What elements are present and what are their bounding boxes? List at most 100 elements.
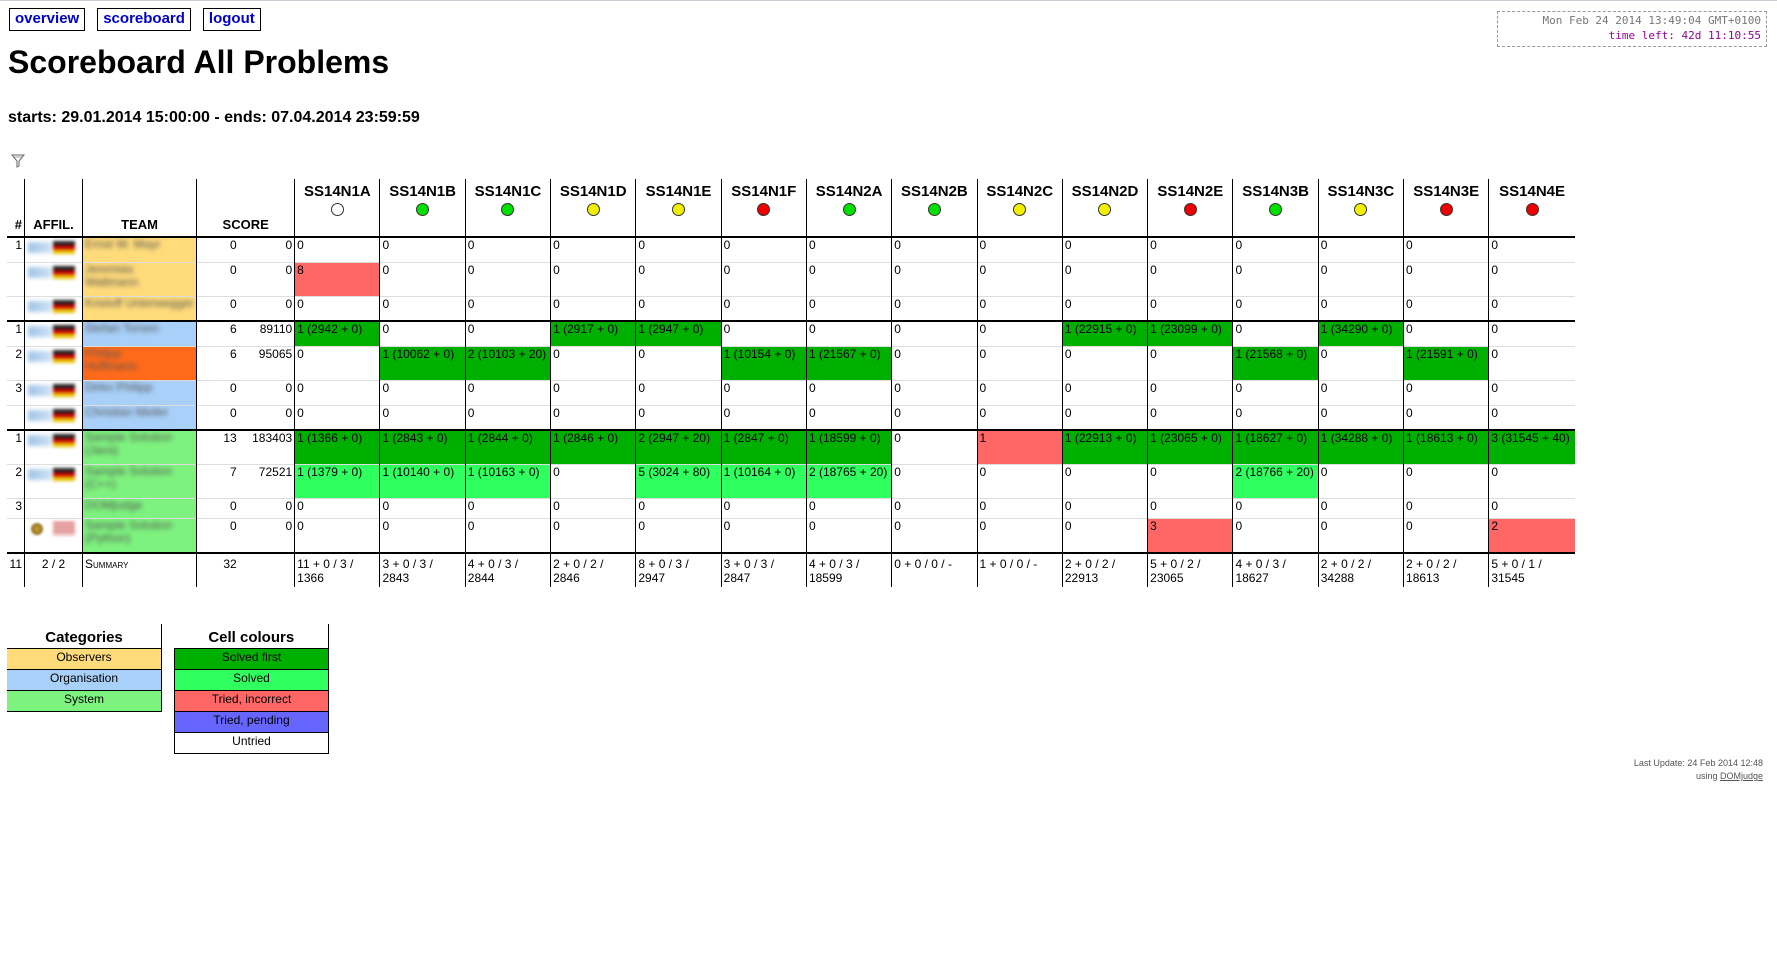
team-row[interactable]: Jeremias Waltmann 0 0 8 0 0 0 0 0 0 0 0 0 0 0 0 0 0 [7,262,1575,296]
problem-header[interactable]: SS14N4E [1488,179,1575,237]
problem-score-cell[interactable]: 0 [294,346,380,380]
problem-score-cell[interactable]: 0 [805,262,892,296]
problem-score-cell[interactable]: 1 (2843 + 0) [379,430,466,464]
problem-score-cell[interactable]: 1 (2847 + 0) [720,430,807,464]
problem-score-cell[interactable]: 0 [1317,518,1404,553]
problem-score-cell[interactable]: 0 [1061,405,1148,430]
team-name-cell[interactable]: Jeremias Waltmann [82,262,198,296]
problem-score-cell[interactable]: 1 (21568 + 0) [1232,346,1319,380]
problem-score-cell[interactable]: 0 [1488,262,1575,296]
problem-score-cell[interactable]: 1 (2917 + 0) [550,321,636,346]
problem-score-cell[interactable]: 0 [1403,498,1489,518]
problem-score-cell[interactable]: 1 (2844 + 0) [464,430,551,464]
filter-icon[interactable] [11,154,25,168]
problem-header[interactable]: SS14N1F [720,179,807,237]
team-name-cell[interactable]: Sample Solution (C++) [82,464,198,498]
problem-score-cell[interactable]: 0 [1317,296,1404,321]
problem-score-cell[interactable]: 0 [976,346,1063,380]
problem-score-cell[interactable]: 0 [976,518,1063,553]
team-name-cell[interactable]: DOMjudge [82,498,198,518]
team-row[interactable]: Kristoff Unterwegger 0 0 0 0 0 0 0 0 0 0 0 0 0 0 0 0 0 [7,296,1575,321]
problem-score-cell[interactable]: 1 (10140 + 0) [379,464,466,498]
problem-score-cell[interactable]: 0 [464,262,551,296]
problem-score-cell[interactable]: 0 [720,498,807,518]
problem-score-cell[interactable]: 0 [1488,346,1575,380]
problem-score-cell[interactable]: 0 [1147,498,1233,518]
problem-score-cell[interactable]: 0 [464,296,551,321]
problem-score-cell[interactable]: 0 [891,262,978,296]
problem-score-cell[interactable]: 0 [720,518,807,553]
problem-score-cell[interactable]: 0 [891,380,978,405]
problem-score-cell[interactable]: 0 [1488,321,1575,346]
team-name-cell[interactable]: Sample Solution (Python) [82,518,198,553]
problem-score-cell[interactable]: 0 [976,464,1063,498]
problem-score-cell[interactable]: 0 [294,518,380,553]
problem-score-cell[interactable]: 0 [550,237,636,262]
domjudge-link[interactable]: DOMjudge [1719,771,1763,781]
problem-score-cell[interactable]: 0 [635,346,722,380]
problem-score-cell[interactable]: 0 [976,262,1063,296]
problem-score-cell[interactable]: 0 [294,296,380,321]
problem-score-cell[interactable]: 0 [379,321,466,346]
problem-score-cell[interactable]: 2 [1488,518,1575,553]
problem-score-cell[interactable]: 1 (18627 + 0) [1232,430,1319,464]
problem-score-cell[interactable]: 1 (21567 + 0) [805,346,892,380]
problem-header[interactable]: SS14N2D [1061,179,1148,237]
problem-score-cell[interactable]: 0 [891,518,978,553]
team-row[interactable]: 2 Sample Solution (C++) 7 72521 1 (1379 + 0) 1… [7,464,1575,498]
problem-score-cell[interactable]: 0 [464,498,551,518]
problem-score-cell[interactable]: 0 [1147,464,1233,498]
problem-score-cell[interactable]: 0 [464,321,551,346]
problem-score-cell[interactable]: 0 [635,380,722,405]
problem-score-cell[interactable]: 0 [805,518,892,553]
problem-score-cell[interactable]: 1 (2942 + 0) [294,321,380,346]
problem-header[interactable]: SS14N2C [976,179,1063,237]
problem-score-cell[interactable]: 0 [635,262,722,296]
problem-score-cell[interactable]: 0 [379,405,466,430]
problem-score-cell[interactable]: 0 [891,464,978,498]
problem-score-cell[interactable]: 0 [1403,380,1489,405]
problem-score-cell[interactable]: 1 (23099 + 0) [1147,321,1233,346]
problem-score-cell[interactable]: 0 [1232,498,1319,518]
problem-score-cell[interactable]: 0 [976,321,1063,346]
problem-score-cell[interactable]: 0 [550,346,636,380]
problem-score-cell[interactable]: 1 (10163 + 0) [464,464,551,498]
problem-score-cell[interactable]: 1 (22913 + 0) [1061,430,1148,464]
problem-score-cell[interactable]: 0 [1403,296,1489,321]
problem-score-cell[interactable]: 0 [1061,464,1148,498]
problem-score-cell[interactable]: 0 [720,321,807,346]
problem-score-cell[interactable]: 0 [720,262,807,296]
problem-score-cell[interactable]: 0 [891,430,978,464]
problem-header[interactable]: SS14N1A [294,179,380,237]
problem-score-cell[interactable]: 5 (3024 + 80) [635,464,722,498]
problem-score-cell[interactable]: 2 (2947 + 20) [635,430,722,464]
problem-score-cell[interactable]: 0 [805,380,892,405]
team-name-cell[interactable]: Christian Meiler [82,405,198,430]
problem-score-cell[interactable]: 0 [1403,464,1489,498]
problem-score-cell[interactable]: 0 [635,498,722,518]
problem-score-cell[interactable]: 0 [1232,237,1319,262]
nav-overview-link[interactable]: overview [9,8,86,31]
problem-score-cell[interactable]: 0 [1232,262,1319,296]
team-name-cell[interactable]: Philipp Hoffmann [82,346,198,380]
problem-header[interactable]: SS14N1E [635,179,722,237]
problem-score-cell[interactable]: 0 [1488,498,1575,518]
problem-score-cell[interactable]: 0 [805,321,892,346]
team-row[interactable]: 3 DOMjudge 0 0 0 0 0 0 0 0 0 0 0 0 0 0 0 0 0 [7,498,1575,518]
problem-score-cell[interactable]: 0 [294,380,380,405]
problem-score-cell[interactable]: 0 [720,237,807,262]
problem-score-cell[interactable]: 0 [379,262,466,296]
team-row[interactable]: 1 Ernst W. Mayr 0 0 0 0 0 0 0 0 0 0 0 0 0 0 0 0 0 [7,237,1575,262]
problem-score-cell[interactable]: 0 [1317,237,1404,262]
team-row[interactable]: Sample Solution (Python) 0 0 0 0 0 0 0 0 0 0 0 0 3 0 0 0 2 [7,518,1575,553]
problem-score-cell[interactable]: 1 (34290 + 0) [1317,321,1404,346]
problem-score-cell[interactable]: 1 (2947 + 0) [635,321,722,346]
team-row[interactable]: Christian Meiler 0 0 0 0 0 0 0 0 0 0 0 0 0 0 0 0 0 [7,405,1575,430]
problem-score-cell[interactable]: 0 [464,518,551,553]
problem-score-cell[interactable]: 0 [550,262,636,296]
problem-score-cell[interactable]: 0 [1147,380,1233,405]
problem-header[interactable]: SS14N3C [1317,179,1404,237]
problem-score-cell[interactable]: 0 [1488,237,1575,262]
problem-score-cell[interactable]: 0 [294,237,380,262]
problem-score-cell[interactable]: 1 (22915 + 0) [1061,321,1148,346]
